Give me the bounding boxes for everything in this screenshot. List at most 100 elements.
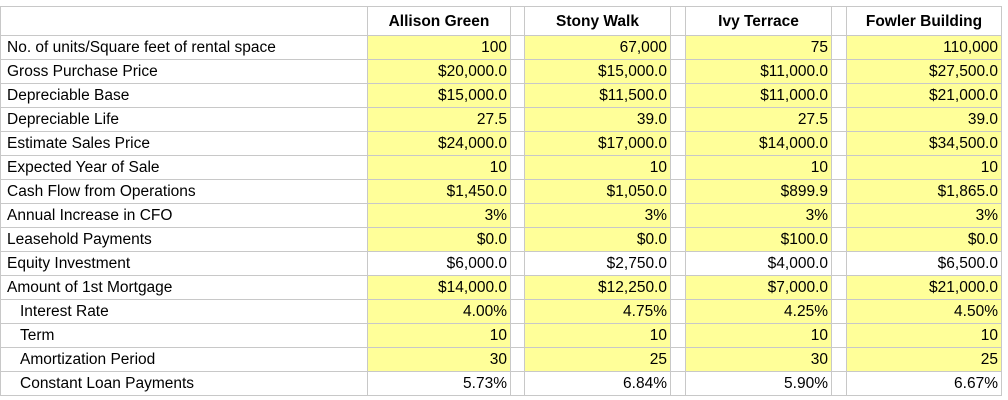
spacer-cell[interactable] (832, 228, 847, 252)
spacer-cell[interactable] (671, 372, 686, 396)
value-cell-stony-walk[interactable]: 4.75% (525, 300, 671, 324)
value-cell-ivy-terrace[interactable]: 75 (686, 36, 832, 60)
value-cell-allison-green[interactable]: $15,000.0 (368, 84, 511, 108)
spacer-cell[interactable] (832, 36, 847, 60)
value-cell-stony-walk[interactable]: 25 (525, 348, 671, 372)
spacer-cell[interactable] (511, 276, 525, 300)
value-cell-fowler-building[interactable]: 3% (847, 204, 1002, 228)
spacer-cell[interactable] (511, 180, 525, 204)
value-cell-fowler-building[interactable]: $34,500.0 (847, 132, 1002, 156)
spacer-cell[interactable] (671, 252, 686, 276)
value-cell-stony-walk[interactable]: 6.84% (525, 372, 671, 396)
spacer-cell[interactable] (671, 204, 686, 228)
value-cell-stony-walk[interactable]: $0.0 (525, 228, 671, 252)
spacer-cell[interactable] (671, 228, 686, 252)
spacer-cell[interactable] (511, 84, 525, 108)
value-cell-fowler-building[interactable]: 39.0 (847, 108, 1002, 132)
value-cell-stony-walk[interactable]: $12,250.0 (525, 276, 671, 300)
spacer-cell[interactable] (671, 132, 686, 156)
value-cell-allison-green[interactable]: 4.00% (368, 300, 511, 324)
column-header-fowler-building[interactable]: Fowler Building (847, 6, 1002, 36)
spacer-cell[interactable] (511, 228, 525, 252)
spacer-cell[interactable] (671, 60, 686, 84)
value-cell-ivy-terrace[interactable]: $11,000.0 (686, 60, 832, 84)
value-cell-stony-walk[interactable]: $1,050.0 (525, 180, 671, 204)
spacer-cell[interactable] (832, 108, 847, 132)
spacer-cell[interactable] (832, 348, 847, 372)
value-cell-allison-green[interactable]: $0.0 (368, 228, 511, 252)
value-cell-stony-walk[interactable]: 10 (525, 324, 671, 348)
spacer-cell[interactable] (511, 324, 525, 348)
spacer-cell[interactable] (511, 204, 525, 228)
value-cell-ivy-terrace[interactable]: $4,000.0 (686, 252, 832, 276)
value-cell-allison-green[interactable]: 30 (368, 348, 511, 372)
column-header-allison-green[interactable]: Allison Green (368, 6, 511, 36)
value-cell-allison-green[interactable]: 5.73% (368, 372, 511, 396)
spacer-cell[interactable] (832, 204, 847, 228)
spacer-cell[interactable] (511, 252, 525, 276)
spacer-cell[interactable] (671, 156, 686, 180)
spacer-cell[interactable] (832, 276, 847, 300)
spacer-cell[interactable] (511, 132, 525, 156)
row-label-depreciable-life[interactable]: Depreciable Life (0, 108, 368, 132)
spacer-cell[interactable] (671, 348, 686, 372)
row-label-amount-of-1st-mortgage[interactable]: Amount of 1st Mortgage (0, 276, 368, 300)
value-cell-stony-walk[interactable]: $17,000.0 (525, 132, 671, 156)
spacer-cell[interactable] (671, 300, 686, 324)
row-label-gross-purchase-price[interactable]: Gross Purchase Price (0, 60, 368, 84)
row-label-expected-year-of-sale[interactable]: Expected Year of Sale (0, 156, 368, 180)
value-cell-fowler-building[interactable]: $27,500.0 (847, 60, 1002, 84)
value-cell-fowler-building[interactable]: $6,500.0 (847, 252, 1002, 276)
spacer-cell[interactable] (832, 252, 847, 276)
value-cell-ivy-terrace[interactable]: 10 (686, 156, 832, 180)
value-cell-stony-walk[interactable]: 39.0 (525, 108, 671, 132)
value-cell-ivy-terrace[interactable]: $7,000.0 (686, 276, 832, 300)
value-cell-allison-green[interactable]: $1,450.0 (368, 180, 511, 204)
row-label-amortization-period[interactable]: Amortization Period (0, 348, 368, 372)
value-cell-ivy-terrace[interactable]: 10 (686, 324, 832, 348)
column-header-ivy-terrace[interactable]: Ivy Terrace (686, 6, 832, 36)
value-cell-allison-green[interactable]: 10 (368, 324, 511, 348)
spacer-cell[interactable] (511, 156, 525, 180)
spacer-cell[interactable] (511, 36, 525, 60)
spacer-cell[interactable] (671, 36, 686, 60)
value-cell-allison-green[interactable]: 10 (368, 156, 511, 180)
row-label-cash-flow-from-operations[interactable]: Cash Flow from Operations (0, 180, 368, 204)
value-cell-fowler-building[interactable]: 110,000 (847, 36, 1002, 60)
value-cell-ivy-terrace[interactable]: $14,000.0 (686, 132, 832, 156)
spacer-cell[interactable] (671, 84, 686, 108)
value-cell-allison-green[interactable]: 100 (368, 36, 511, 60)
spacer-cell[interactable] (671, 6, 686, 36)
column-header-stony-walk[interactable]: Stony Walk (525, 6, 671, 36)
value-cell-ivy-terrace[interactable]: $100.0 (686, 228, 832, 252)
spacer-cell[interactable] (511, 60, 525, 84)
value-cell-allison-green[interactable]: $20,000.0 (368, 60, 511, 84)
spacer-cell[interactable] (671, 180, 686, 204)
value-cell-allison-green[interactable]: $6,000.0 (368, 252, 511, 276)
value-cell-stony-walk[interactable]: 67,000 (525, 36, 671, 60)
row-label-estimate-sales-price[interactable]: Estimate Sales Price (0, 132, 368, 156)
value-cell-fowler-building[interactable]: 4.50% (847, 300, 1002, 324)
value-cell-allison-green[interactable]: 3% (368, 204, 511, 228)
spacer-cell[interactable] (832, 6, 847, 36)
header-corner-cell[interactable] (0, 6, 368, 36)
value-cell-ivy-terrace[interactable]: 30 (686, 348, 832, 372)
row-label-constant-loan-payments[interactable]: Constant Loan Payments (0, 372, 368, 396)
spacer-cell[interactable] (832, 180, 847, 204)
value-cell-stony-walk[interactable]: $15,000.0 (525, 60, 671, 84)
value-cell-ivy-terrace[interactable]: $899.9 (686, 180, 832, 204)
value-cell-fowler-building[interactable]: 10 (847, 156, 1002, 180)
value-cell-stony-walk[interactable]: 10 (525, 156, 671, 180)
spacer-cell[interactable] (511, 348, 525, 372)
spacer-cell[interactable] (832, 60, 847, 84)
row-label-leasehold-payments[interactable]: Leasehold Payments (0, 228, 368, 252)
spacer-cell[interactable] (832, 372, 847, 396)
row-label-depreciable-base[interactable]: Depreciable Base (0, 84, 368, 108)
value-cell-fowler-building[interactable]: 25 (847, 348, 1002, 372)
spacer-cell[interactable] (511, 108, 525, 132)
value-cell-ivy-terrace[interactable]: $11,000.0 (686, 84, 832, 108)
value-cell-allison-green[interactable]: $14,000.0 (368, 276, 511, 300)
row-label-no-of-units-square-feet-of-rental-space[interactable]: No. of units/Square feet of rental space (0, 36, 368, 60)
value-cell-fowler-building[interactable]: 6.67% (847, 372, 1002, 396)
spacer-cell[interactable] (832, 324, 847, 348)
